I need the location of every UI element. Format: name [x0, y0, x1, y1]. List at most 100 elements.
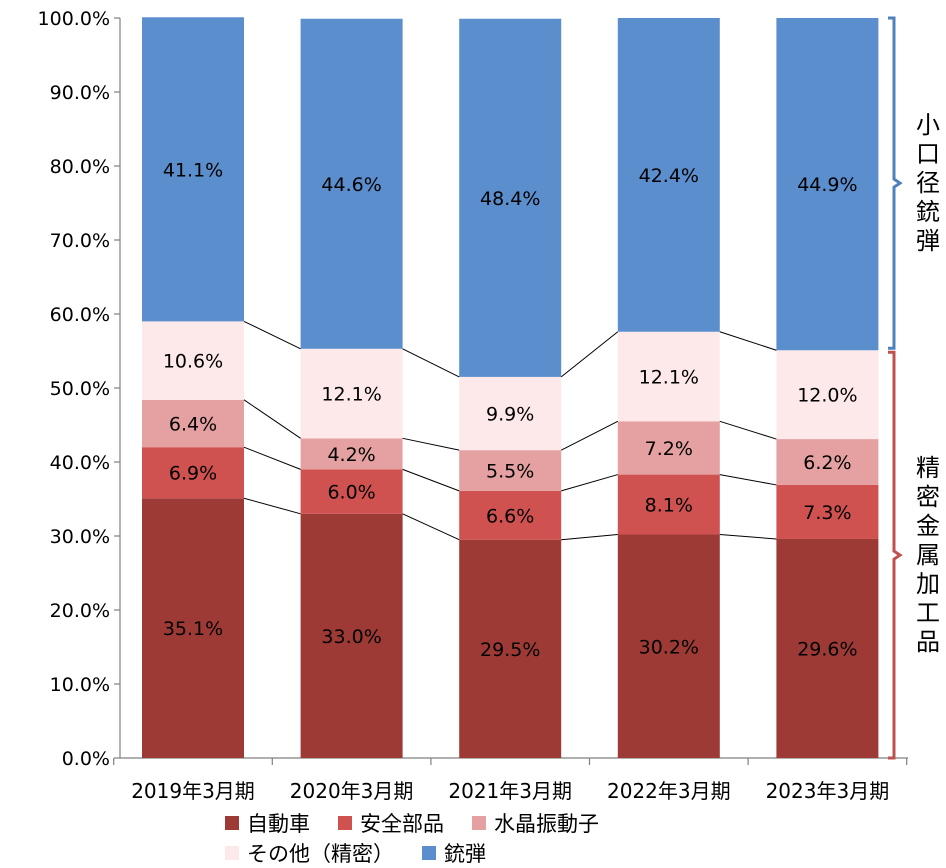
legend-item-crystal-oscillator: 水晶振動子	[472, 808, 599, 838]
y-tick-label: 30.0%	[50, 526, 110, 548]
y-tick-label: 40.0%	[50, 452, 110, 474]
data-label: 12.1%	[321, 384, 381, 406]
bar-segment	[617, 18, 720, 332]
data-label: 7.3%	[803, 502, 851, 524]
y-tick-label: 80.0%	[50, 156, 110, 178]
bar-segment	[142, 498, 244, 758]
bar-segment	[142, 17, 244, 322]
bar-segment	[776, 439, 879, 485]
data-label: 5.5%	[486, 461, 534, 483]
data-label: 6.9%	[169, 463, 217, 485]
y-tick-label: 50.0%	[50, 378, 110, 400]
bars	[142, 17, 879, 758]
data-label: 42.4%	[639, 165, 699, 187]
legend-row-1: 自動車 安全部品 水晶振動子	[225, 808, 825, 838]
legend-label-ammunition: 銃弾	[444, 842, 486, 866]
connector-line	[243, 399, 301, 439]
legend-item-other-precision: その他（精密）	[225, 838, 394, 868]
bar-segment	[617, 534, 720, 758]
connector-line	[402, 513, 460, 541]
bar-segment	[459, 539, 562, 758]
x-category-label: 2019年3月期	[131, 779, 255, 803]
connector-line	[719, 331, 777, 351]
connector-line	[719, 420, 777, 440]
connector-line	[560, 420, 619, 451]
data-label: 9.9%	[486, 404, 534, 426]
bar-segment	[300, 438, 403, 470]
group-label: 小口径銃弾	[916, 111, 940, 255]
connector-line	[560, 331, 619, 378]
bar-segment	[300, 513, 403, 758]
data-label: 7.2%	[645, 438, 693, 460]
data-label: 44.9%	[797, 174, 857, 196]
connector-line	[402, 468, 460, 492]
data-label: 29.5%	[480, 639, 540, 661]
legend-item-ammunition: 銃弾	[422, 838, 486, 868]
legend-label-automobile: 自動車	[247, 812, 310, 836]
connector-line	[561, 474, 618, 492]
connector-line	[243, 497, 301, 515]
connector-line	[719, 534, 777, 540]
connector-line	[402, 437, 460, 451]
data-label: 8.1%	[645, 495, 693, 517]
bar-segment	[142, 399, 244, 448]
bar-segment	[459, 490, 562, 540]
y-tick-label: 70.0%	[50, 230, 110, 252]
stacked-bar-chart: 35.1% 6.9% 6.4% 10.6% 41.1% 33.0% 6.0% 4.2% 12.1…	[38, 8, 940, 803]
bar-segment	[776, 538, 879, 758]
legend-swatch-automobile	[225, 816, 239, 830]
y-tick-labels: 0.0% 10.0% 20.0% 30.0% 40.0% 50.0% 60.0% 70.0% 8…	[38, 8, 110, 770]
data-label: 4.2%	[327, 444, 375, 466]
legend-label-other-precision: その他（精密）	[247, 842, 394, 866]
bar-segment	[459, 376, 562, 451]
legend: 自動車 安全部品 水晶振動子 その他（精密） 銃弾	[225, 808, 825, 868]
x-category-label: 2020年3月期	[290, 779, 414, 803]
legend-item-automobile: 自動車	[225, 808, 310, 838]
legend-swatch-ammunition	[422, 846, 436, 860]
data-label: 35.1%	[163, 618, 223, 640]
x-category-label: 2022年3月期	[607, 779, 731, 803]
data-label: 6.4%	[169, 414, 217, 436]
bar-segment	[459, 450, 562, 491]
x-category-label: 2021年3月期	[448, 779, 572, 803]
legend-row-2: その他（精密） 銃弾	[225, 838, 825, 868]
y-tick-label: 100.0%	[38, 8, 110, 30]
legend-label-safety-parts: 安全部品	[360, 812, 444, 836]
bar-segment	[617, 474, 720, 535]
data-label: 48.4%	[480, 188, 540, 210]
x-category-labels: 2019年3月期 2020年3月期 2021年3月期 2022年3月期 2023年3月期	[131, 779, 889, 803]
connector-line	[561, 534, 618, 541]
data-label: 6.2%	[803, 452, 851, 474]
legend-item-safety-parts: 安全部品	[338, 808, 444, 838]
legend-swatch-crystal-oscillator	[472, 816, 486, 830]
data-label: 29.6%	[797, 638, 857, 660]
bar-segment	[617, 331, 720, 422]
y-tick-label: 60.0%	[50, 304, 110, 326]
bar-segment	[300, 469, 403, 514]
data-label: 41.1%	[163, 159, 223, 181]
y-tick-label: 0.0%	[62, 748, 110, 770]
y-tick-label: 90.0%	[50, 82, 110, 104]
bar-segment	[776, 484, 879, 539]
bar-segment	[459, 18, 562, 377]
bar-segment	[300, 18, 403, 349]
data-label: 12.0%	[797, 385, 857, 407]
group-label: 精密金属加工品	[916, 454, 940, 656]
bar-segment	[617, 421, 720, 475]
x-category-label: 2023年3月期	[766, 779, 890, 803]
y-tick-label: 20.0%	[50, 600, 110, 622]
segment-labels: 35.1% 6.9% 6.4% 10.6% 41.1% 33.0% 6.0% 4.2% 12.1…	[163, 159, 858, 661]
connector-lines	[243, 320, 777, 541]
connector-line	[719, 474, 777, 486]
group-brace	[888, 16, 903, 350]
data-label: 10.6%	[163, 351, 223, 373]
data-label: 30.2%	[639, 636, 699, 658]
legend-label-crystal-oscillator: 水晶振動子	[494, 812, 599, 836]
data-label: 6.6%	[486, 505, 534, 527]
connector-line	[243, 320, 301, 350]
bar-segment	[142, 447, 244, 499]
data-label: 44.6%	[321, 174, 381, 196]
data-label: 33.0%	[321, 626, 381, 648]
legend-swatch-safety-parts	[338, 816, 352, 830]
